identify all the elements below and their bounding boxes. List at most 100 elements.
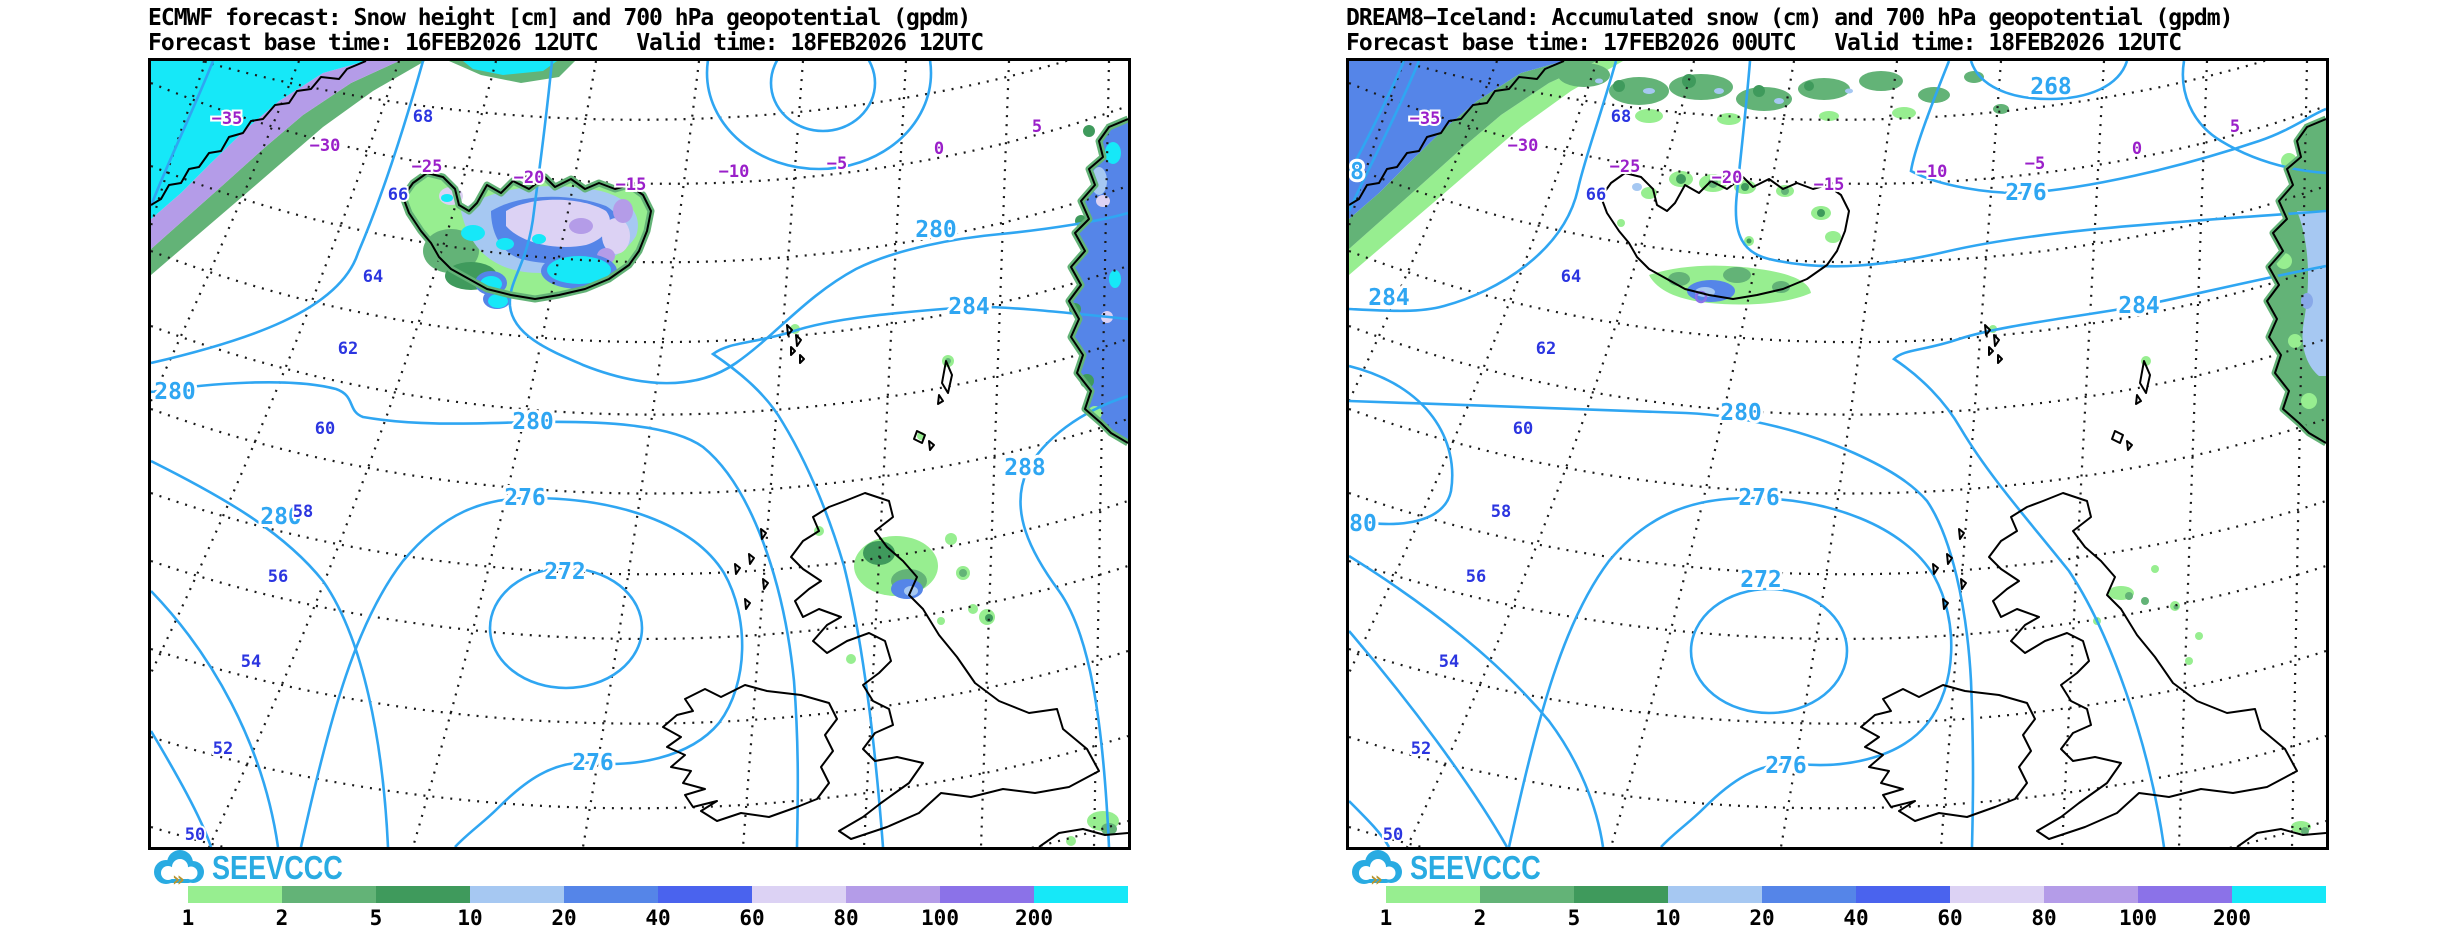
colorbar — [188, 886, 1128, 903]
colorbar-label: 80 — [833, 906, 859, 930]
colorbar-label: 80 — [2031, 906, 2057, 930]
logo-text: SEEVCCC — [212, 849, 343, 886]
map-ecmwf: 280 280 280 276 272 276 284 288 280 68 66 64 62 60 58 5… — [148, 58, 1131, 850]
colorbar-label: 2 — [1473, 906, 1487, 930]
colorbar-segment — [2138, 886, 2232, 903]
longitude-label: −15 — [1814, 175, 1845, 195]
graticule — [1349, 61, 2326, 847]
latitude-label: 64 — [1561, 267, 1581, 287]
map-dream8: 268 276 8 284 80 280 276 272 276 284 68 66 64 62 60 58 5… — [1346, 58, 2329, 850]
longitude-label: −10 — [1917, 162, 1948, 182]
latitude-label: 60 — [1513, 419, 1533, 439]
latitude-label: 50 — [1383, 825, 1403, 845]
panel-ecmwf-titles: ECMWF forecast: Snow height [cm] and 700… — [148, 6, 1125, 58]
graticule — [151, 61, 1128, 847]
colorbar-segment — [1386, 886, 1480, 903]
colorbar-segment — [940, 886, 1034, 903]
contour-label: 276 — [1738, 485, 1780, 511]
labels-layer: 280 280 280 276 272 276 284 288 280 68 66 64 62 60 58 5… — [151, 105, 1049, 847]
latitude-label: 66 — [388, 185, 408, 205]
colorbar-segment — [1668, 886, 1762, 903]
longitude-label: −25 — [412, 157, 443, 177]
longitude-label: −35 — [1410, 109, 1441, 129]
contour-label: 280 — [154, 379, 196, 405]
contour-label: 284 — [1368, 285, 1410, 311]
colorbar-label: 20 — [1749, 906, 1775, 930]
colorbar-segment — [752, 886, 846, 903]
longitude-label: 5 — [2230, 117, 2240, 137]
latitude-label: 62 — [338, 339, 358, 359]
contour-lines — [151, 61, 1128, 847]
contour-label: 284 — [948, 294, 990, 320]
colorbar-label: 100 — [2119, 906, 2157, 930]
colorbar-label: 5 — [1567, 906, 1581, 930]
latitude-label: 56 — [268, 567, 288, 587]
arrow-icon: » — [1370, 867, 1383, 887]
colorbar-segment — [2044, 886, 2138, 903]
panel-ecmwf-subtitle: Forecast base time: 16FEB2026 12UTC Vali… — [148, 30, 984, 56]
contour-label: 288 — [1004, 455, 1046, 481]
colorbar-label: 2 — [275, 906, 289, 930]
seevccc-logo: » SEEVCCC — [1346, 849, 1570, 887]
latitude-label: 60 — [315, 419, 335, 439]
colorbar-label: 1 — [1379, 906, 1393, 930]
longitude-label: −20 — [514, 168, 545, 188]
contour-label: 8 — [1350, 159, 1364, 185]
colorbar-labels: 1 2 5 10 20 40 60 80 100 200 — [182, 906, 1128, 930]
colorbar-label: 10 — [457, 906, 483, 930]
contour-label: 284 — [2118, 293, 2160, 319]
panel-dream8-title: DREAM8−Iceland: Accumulated snow (cm) an… — [1346, 5, 2233, 31]
colorbar-label: 60 — [1937, 906, 1963, 930]
contour-label: 276 — [572, 750, 614, 776]
colorbar-segment — [376, 886, 470, 903]
longitude-label: −15 — [616, 175, 647, 195]
colorbar-segment — [1856, 886, 1950, 903]
contour-label: 280 — [260, 504, 302, 530]
panel-ecmwf-footer: » SEEVCCC 1 2 5 10 20 40 60 80 100 200 — [148, 849, 1128, 930]
latitude-label: 56 — [1466, 567, 1486, 587]
colorbar-segment — [470, 886, 564, 903]
cloud-icon: » — [154, 850, 204, 887]
longitude-label: 0 — [2132, 139, 2142, 159]
latitude-label: 66 — [1586, 185, 1606, 205]
latitude-label: 52 — [1411, 739, 1431, 759]
colorbar-segment — [846, 886, 940, 903]
latitude-label: 68 — [413, 107, 433, 127]
seevccc-logo: » SEEVCCC — [148, 849, 372, 887]
coastlines — [1349, 61, 2326, 847]
latitude-label: 54 — [1439, 652, 1459, 672]
colorbar-wrap: 1 2 5 10 20 40 60 80 100 200 — [182, 886, 1128, 930]
longitude-label: −5 — [2025, 154, 2045, 174]
longitude-label: −25 — [1610, 157, 1641, 177]
panel-dream8-footer: » SEEVCCC 1 2 5 10 20 40 60 80 100 200 — [1346, 849, 2326, 930]
colorbar-label: 40 — [645, 906, 671, 930]
colorbar-segment — [282, 886, 376, 903]
contour-label: 276 — [2005, 180, 2047, 206]
map-dream8-canvas: 268 276 8 284 80 280 276 272 276 284 68 66 64 62 60 58 5… — [1349, 61, 2326, 847]
colorbar — [1386, 886, 2326, 903]
logo-text: SEEVCCC — [1410, 849, 1541, 886]
colorbar-label: 60 — [739, 906, 765, 930]
colorbar-segment — [1480, 886, 1574, 903]
colorbar-segment — [1762, 886, 1856, 903]
panel-dream8-titles: DREAM8−Iceland: Accumulated snow (cm) an… — [1346, 6, 2323, 58]
contour-label: 272 — [544, 559, 586, 585]
longitude-label: −10 — [719, 162, 750, 182]
contour-label: 80 — [1349, 511, 1377, 537]
colorbar-segment — [1034, 886, 1128, 903]
colorbar-label: 200 — [2213, 906, 2251, 930]
latitude-label: 68 — [1611, 107, 1631, 127]
labels-layer: 268 276 8 284 80 280 276 272 276 284 68 66 64 62 60 58 5… — [1349, 71, 2242, 847]
colorbar-label: 100 — [921, 906, 959, 930]
contour-label: 280 — [915, 217, 957, 243]
panel-ecmwf: ECMWF forecast: Snow height [cm] and 700… — [148, 6, 1131, 930]
colorbar-segment — [1950, 886, 2044, 903]
contour-label: 268 — [2030, 74, 2072, 100]
longitude-label: −20 — [1712, 168, 1743, 188]
contour-lines — [1349, 61, 2326, 847]
cloud-icon: » — [1352, 850, 1402, 887]
longitude-label: 0 — [934, 139, 944, 159]
latitude-label: 52 — [213, 739, 233, 759]
colorbar-label: 20 — [551, 906, 577, 930]
